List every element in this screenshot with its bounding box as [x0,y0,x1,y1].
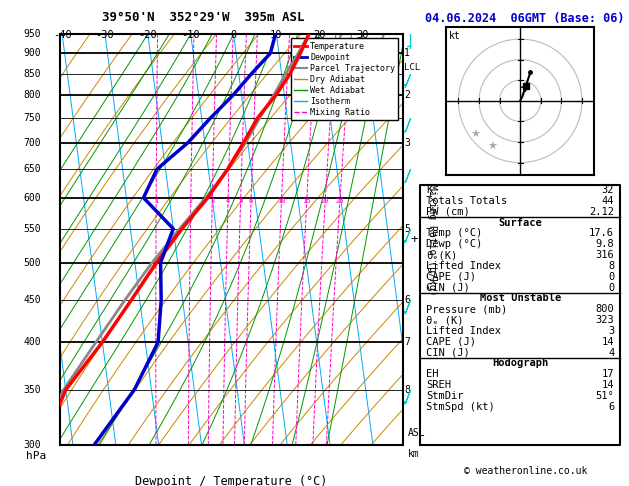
Text: ★: ★ [470,130,481,140]
Text: Mixing Ratio (g/kg): Mixing Ratio (g/kg) [426,184,437,295]
Text: 700: 700 [23,138,41,148]
Text: 25: 25 [335,198,344,204]
Text: 400: 400 [23,337,41,347]
Text: ★: ★ [487,142,498,152]
Text: Dewpoint / Temperature (°C): Dewpoint / Temperature (°C) [135,475,327,486]
Text: 3: 3 [608,326,614,336]
Text: 5: 5 [238,198,243,204]
Text: 6: 6 [249,198,253,204]
Legend: Temperature, Dewpoint, Parcel Trajectory, Dry Adiabat, Wet Adiabat, Isotherm, Mi: Temperature, Dewpoint, Parcel Trajectory… [291,38,398,121]
Text: © weatheronline.co.uk: © weatheronline.co.uk [464,466,587,476]
Text: 8: 8 [608,261,614,271]
Text: Hodograph: Hodograph [492,359,548,368]
Text: 51°: 51° [596,391,614,401]
Text: Lifted Index: Lifted Index [426,326,501,336]
Text: 1: 1 [154,198,159,204]
Text: SREH: SREH [426,380,451,390]
Text: Dewp (°C): Dewp (°C) [426,239,482,249]
Text: PW (cm): PW (cm) [426,207,470,217]
Text: 6: 6 [608,402,614,412]
Text: 32: 32 [602,185,614,195]
Text: Surface: Surface [498,218,542,227]
Text: 800: 800 [596,304,614,314]
Text: 0: 0 [230,30,237,40]
Text: 2.12: 2.12 [589,207,614,217]
Text: 750: 750 [23,113,41,123]
Text: 10: 10 [270,30,282,40]
Text: CIN (J): CIN (J) [426,347,470,358]
Text: StmSpd (kt): StmSpd (kt) [426,402,495,412]
Text: -20: -20 [138,30,157,40]
Text: Totals Totals: Totals Totals [426,196,508,206]
Text: Temp (°C): Temp (°C) [426,228,482,239]
Text: CIN (J): CIN (J) [426,282,470,293]
Text: 39°50'N  352°29'W  395m ASL: 39°50'N 352°29'W 395m ASL [103,11,305,24]
Text: 4: 4 [608,347,614,358]
Text: 0: 0 [608,282,614,293]
Text: km: km [408,449,420,459]
Text: 0: 0 [608,272,614,282]
Text: 14: 14 [602,337,614,347]
Text: 4: 4 [226,198,230,204]
Text: 316: 316 [596,250,614,260]
Text: 04.06.2024  06GMT (Base: 06): 04.06.2024 06GMT (Base: 06) [425,12,625,25]
Text: 8: 8 [404,385,410,395]
Text: 44: 44 [602,196,614,206]
Text: 3: 3 [210,198,214,204]
Text: -40: -40 [53,30,72,40]
Text: kt: kt [449,31,461,41]
Text: 9.8: 9.8 [596,239,614,249]
Text: 1: 1 [404,48,410,58]
Text: 30: 30 [356,30,369,40]
Text: 7: 7 [404,337,410,347]
Text: -30: -30 [96,30,114,40]
Text: 17.6: 17.6 [589,228,614,239]
Text: θₑ (K): θₑ (K) [426,315,464,325]
Text: Lifted Index: Lifted Index [426,261,501,271]
Text: Pressure (mb): Pressure (mb) [426,304,508,314]
Text: 5: 5 [404,224,410,234]
Text: 850: 850 [23,69,41,79]
Text: EH: EH [426,369,438,379]
Text: 20: 20 [313,30,325,40]
Text: θₑ(K): θₑ(K) [426,250,457,260]
Text: 15: 15 [303,198,311,204]
Text: 800: 800 [23,90,41,100]
Text: +: + [410,233,418,246]
Text: 10: 10 [277,198,286,204]
Text: 300: 300 [23,440,41,450]
Text: hPa: hPa [26,451,46,461]
Text: 323: 323 [596,315,614,325]
Text: 14: 14 [602,380,614,390]
Text: -10: -10 [181,30,200,40]
Text: 350: 350 [23,385,41,395]
Text: 500: 500 [23,258,41,268]
Text: CAPE (J): CAPE (J) [426,337,476,347]
Text: K: K [426,185,432,195]
Text: 450: 450 [23,295,41,305]
Text: 3: 3 [404,138,410,148]
Text: 2: 2 [404,90,410,100]
Text: 650: 650 [23,164,41,174]
Text: 6: 6 [404,295,410,305]
Text: ASL: ASL [408,428,425,438]
Text: 600: 600 [23,193,41,203]
Text: 17: 17 [602,369,614,379]
Text: 900: 900 [23,48,41,58]
Text: CAPE (J): CAPE (J) [426,272,476,282]
Text: StmDir: StmDir [426,391,464,401]
Text: 20: 20 [321,198,330,204]
Text: 950: 950 [23,29,41,39]
Text: LCL: LCL [404,63,420,72]
Text: Most Unstable: Most Unstable [479,294,561,303]
Text: 550: 550 [23,224,41,234]
Text: 2: 2 [189,198,193,204]
